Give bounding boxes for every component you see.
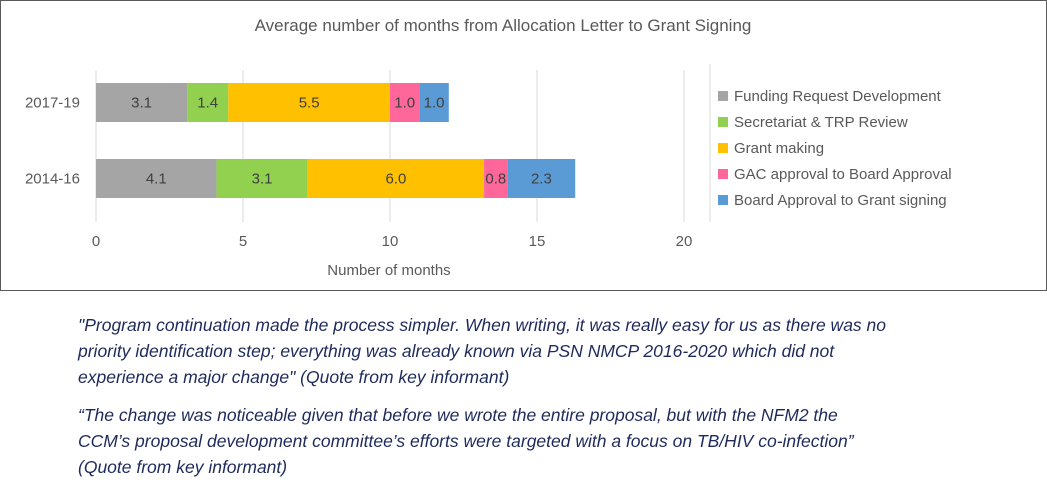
legend-swatch-1	[718, 91, 728, 101]
data-label-2014-16-2: 3.1	[252, 171, 273, 188]
legend-swatch-3	[718, 143, 728, 153]
bar-2014-16-3	[307, 159, 485, 198]
bar-2014-16-2	[216, 159, 308, 198]
legend-label-4: GAC approval to Board Approval	[734, 166, 952, 183]
stacked-bar-chart: Average number of months from Allocation…	[0, 0, 1047, 291]
quotes-section: "Program continuation made the process s…	[78, 312, 1043, 492]
x-tick-label-15: 15	[529, 233, 546, 250]
data-label-2014-16-1: 4.1	[146, 171, 167, 188]
bars: 3.1 1.4 5.5 1.0 1.0 4.1 3.1 6.0 0.8 2.3	[96, 83, 576, 198]
bar-2014-16-1	[96, 159, 217, 198]
legend-label-3: Grant making	[734, 140, 824, 157]
data-label-2014-16-4: 0.8	[485, 171, 506, 188]
x-tick-label-0: 0	[92, 233, 100, 250]
x-tick-label-20: 20	[676, 233, 693, 250]
legend-label-1: Funding Request Development	[734, 88, 942, 105]
data-label-2017-19-3: 5.5	[299, 95, 320, 112]
data-label-2017-19-1: 3.1	[131, 95, 152, 112]
quote-1: "Program continuation made the process s…	[78, 315, 886, 387]
legend: Funding Request Development Secretariat &…	[709, 64, 952, 222]
x-tick-label-5: 5	[239, 233, 247, 250]
chart-container: Average number of months from Allocation…	[0, 0, 1047, 291]
bar-2017-19-5	[419, 83, 449, 122]
data-label-2017-19-5: 1.0	[424, 95, 445, 112]
legend-swatch-2	[718, 117, 728, 127]
quote-2: “The change was noticeable given that be…	[78, 405, 854, 477]
x-axis-title: Number of months	[327, 262, 450, 279]
legend-label-2: Secretariat & TRP Review	[734, 114, 908, 131]
bar-2017-19-2	[187, 83, 229, 122]
data-label-2014-16-3: 6.0	[385, 171, 406, 188]
axes: 0 5 10 15 20 2017-19 2014-16	[25, 95, 692, 251]
y-category-label-2014-16: 2014-16	[25, 171, 80, 188]
chart-title: Average number of months from Allocation…	[255, 16, 752, 35]
bar-2017-19-1	[96, 83, 188, 122]
chart-border	[0, 0, 1047, 291]
data-label-2017-19-4: 1.0	[394, 95, 415, 112]
legend-swatch-5	[718, 195, 728, 205]
data-label-2014-16-5: 2.3	[531, 171, 552, 188]
legend-swatch-4	[718, 169, 728, 179]
bar-2017-19-3	[228, 83, 390, 122]
bar-2014-16-5	[507, 159, 576, 198]
x-tick-label-10: 10	[382, 233, 399, 250]
legend-label-5: Board Approval to Grant signing	[734, 192, 947, 209]
y-category-label-2017-19: 2017-19	[25, 95, 80, 112]
bar-2014-16-4	[484, 159, 508, 198]
data-label-2017-19-2: 1.4	[197, 95, 218, 112]
bar-2017-19-4	[390, 83, 420, 122]
